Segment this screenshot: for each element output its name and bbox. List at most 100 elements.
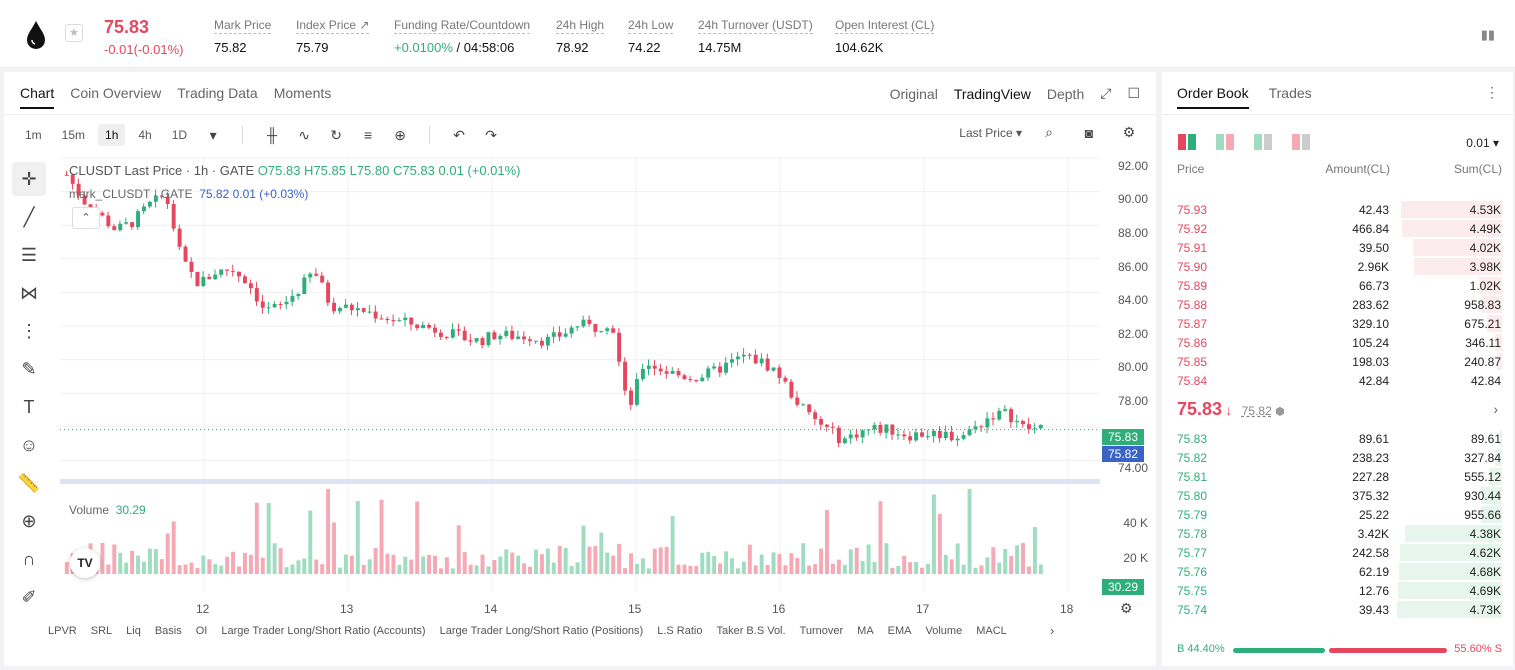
mode-both-icon[interactable] xyxy=(1178,134,1196,150)
bid-row[interactable]: 75.74 39.43 4.73K xyxy=(1162,600,1513,619)
ask-row[interactable]: 75.86 105.24 346.11 xyxy=(1162,333,1513,352)
candle-body xyxy=(237,271,241,277)
volume-bar xyxy=(427,554,432,574)
search-icon[interactable]: ⌕ xyxy=(1045,124,1053,140)
add-indicator-icon[interactable]: ⊕ xyxy=(394,126,406,143)
precision-select[interactable]: 0.01 ▾ xyxy=(1466,136,1499,150)
tf-15m[interactable]: 15m xyxy=(61,128,86,142)
crosshair-icon[interactable]: ✛ xyxy=(12,162,46,196)
magnet-icon[interactable]: ∩ xyxy=(22,548,36,569)
indicator-item[interactable]: Turnover xyxy=(799,625,844,637)
camera-icon[interactable]: ◙ xyxy=(1084,124,1094,141)
bid-row[interactable]: 75.75 12.76 4.69K xyxy=(1162,581,1513,600)
gear-icon[interactable]: ⚙ xyxy=(1122,124,1136,140)
emoji-icon[interactable]: ☺ xyxy=(19,434,39,455)
bid-row[interactable]: 75.76 62.19 4.68K xyxy=(1162,562,1513,581)
indicators-icon[interactable]: ∿ xyxy=(298,126,310,143)
indicator-item[interactable]: Large Trader Long/Short Ratio (Positions… xyxy=(439,625,644,637)
tab-order-book[interactable]: Order Book xyxy=(1177,85,1249,109)
tf-1d[interactable]: 1D xyxy=(171,128,188,142)
bid-row[interactable]: 75.83 89.61 89.61 xyxy=(1162,429,1513,448)
tf-1m[interactable]: 1m xyxy=(25,128,42,142)
ask-row[interactable]: 75.90 2.96K 3.98K xyxy=(1162,257,1513,276)
volume-bar xyxy=(747,544,752,574)
collapse-legend-icon[interactable]: ⌃ xyxy=(72,207,100,229)
tab-trades[interactable]: Trades xyxy=(1268,85,1312,101)
bid-row[interactable]: 75.82 238.23 327.84 xyxy=(1162,448,1513,467)
bid-row[interactable]: 75.78 3.42K 4.38K xyxy=(1162,524,1513,543)
pattern-icon[interactable]: ⋈ xyxy=(20,282,38,303)
indicator-item[interactable]: L.S Ratio xyxy=(657,625,703,637)
brush-icon[interactable]: ✎ xyxy=(21,358,37,379)
indicator-item[interactable]: LPVR xyxy=(48,625,77,637)
price-chart[interactable] xyxy=(60,154,1100,592)
expand-icon[interactable]: ⤢ xyxy=(1100,85,1112,101)
undo-icon[interactable]: ↶ xyxy=(453,126,465,143)
candles-icon[interactable]: ╫ xyxy=(267,127,278,143)
caret-down-icon[interactable]: ▾ xyxy=(209,126,217,143)
indicator-item[interactable]: MACL xyxy=(976,625,1007,637)
view-original[interactable]: Original xyxy=(889,85,938,102)
text-icon[interactable]: T xyxy=(23,396,35,417)
refresh-icon[interactable]: ↻ xyxy=(330,126,342,143)
volume-bar xyxy=(664,546,669,574)
bid-row[interactable]: 75.80 375.32 930.44 xyxy=(1162,486,1513,505)
row-price: 75.85 xyxy=(1177,355,1208,369)
bid-row[interactable]: 75.79 25.22 955.66 xyxy=(1162,505,1513,524)
candle-body xyxy=(937,430,942,439)
mode-bids-icon[interactable] xyxy=(1254,134,1272,150)
tf-4h[interactable]: 4h xyxy=(138,128,152,142)
indicator-item[interactable]: Liq xyxy=(126,625,141,637)
trendline-icon[interactable]: ╱ xyxy=(23,206,35,227)
price-type-select[interactable]: Last Price ▾ xyxy=(959,125,1022,140)
candle-body xyxy=(242,276,247,284)
mode-split-icon[interactable] xyxy=(1216,134,1234,150)
guide-book-icon[interactable]: ▮▮ xyxy=(1480,27,1495,42)
indicator-item[interactable]: MA xyxy=(857,625,874,637)
candle-body xyxy=(361,308,366,312)
indicator-item[interactable]: Basis xyxy=(154,625,182,637)
tab-chart[interactable]: Chart xyxy=(20,85,55,109)
ask-row[interactable]: 75.92 466.84 4.49K xyxy=(1162,219,1513,238)
chevron-right-icon[interactable]: › xyxy=(1050,623,1055,638)
ask-row[interactable]: 75.84 42.84 42.84 xyxy=(1162,371,1513,390)
bid-row[interactable]: 75.81 227.28 555.12 xyxy=(1162,467,1513,486)
tab-moments[interactable]: Moments xyxy=(273,85,332,101)
indicator-item[interactable]: Volume xyxy=(925,625,963,637)
row-sum: 4.53K xyxy=(1469,203,1501,217)
more-menu-icon[interactable]: ⋮ xyxy=(1485,84,1499,100)
view-tradingview[interactable]: TradingView xyxy=(953,85,1031,102)
fib-icon[interactable]: ☰ xyxy=(20,244,38,265)
window-icon[interactable]: ☐ xyxy=(1127,85,1140,101)
ruler-icon[interactable]: 📏 xyxy=(17,472,41,493)
template-icon[interactable]: ≡ xyxy=(363,127,373,143)
tab-coin-overview[interactable]: Coin Overview xyxy=(70,85,162,101)
redo-icon[interactable]: ↷ xyxy=(485,126,497,143)
indicator-item[interactable]: OI xyxy=(195,625,208,637)
tab-trading-data[interactable]: Trading Data xyxy=(177,85,258,101)
chevron-right-icon[interactable]: › xyxy=(1493,401,1498,417)
stat-index-price[interactable]: Index Price ↗ 75.79 xyxy=(296,18,370,55)
ask-row[interactable]: 75.89 66.73 1.02K xyxy=(1162,276,1513,295)
indicator-item[interactable]: Taker B.S Vol. xyxy=(716,625,786,637)
favorite-star-icon[interactable]: ★ xyxy=(65,24,83,42)
row-amount: 242.58 xyxy=(1352,546,1389,560)
indicator-item[interactable]: Large Trader Long/Short Ratio (Accounts) xyxy=(221,625,426,637)
ask-row[interactable]: 75.87 329.10 675.21 xyxy=(1162,314,1513,333)
ask-row[interactable]: 75.91 39.50 4.02K xyxy=(1162,238,1513,257)
prediction-icon[interactable]: ⋮ xyxy=(20,320,38,341)
candle-body xyxy=(171,203,176,229)
ask-row[interactable]: 75.93 42.43 4.53K xyxy=(1162,200,1513,219)
bid-row[interactable]: 75.77 242.58 4.62K xyxy=(1162,543,1513,562)
view-depth[interactable]: Depth xyxy=(1046,85,1085,102)
tf-1h[interactable]: 1h xyxy=(98,124,126,146)
pencil-lock-icon[interactable]: ✐ xyxy=(21,586,37,607)
row-price: 75.75 xyxy=(1177,584,1208,598)
indicator-item[interactable]: EMA xyxy=(887,625,912,637)
ask-row[interactable]: 75.88 283.62 958.83 xyxy=(1162,295,1513,314)
zoom-icon[interactable]: ⊕ xyxy=(21,510,37,531)
indicator-item[interactable]: SRL xyxy=(90,625,113,637)
ask-row[interactable]: 75.85 198.03 240.87 xyxy=(1162,352,1513,371)
settings-hex-icon[interactable]: ⚙ xyxy=(1120,600,1133,616)
mode-asks-icon[interactable] xyxy=(1292,134,1310,150)
